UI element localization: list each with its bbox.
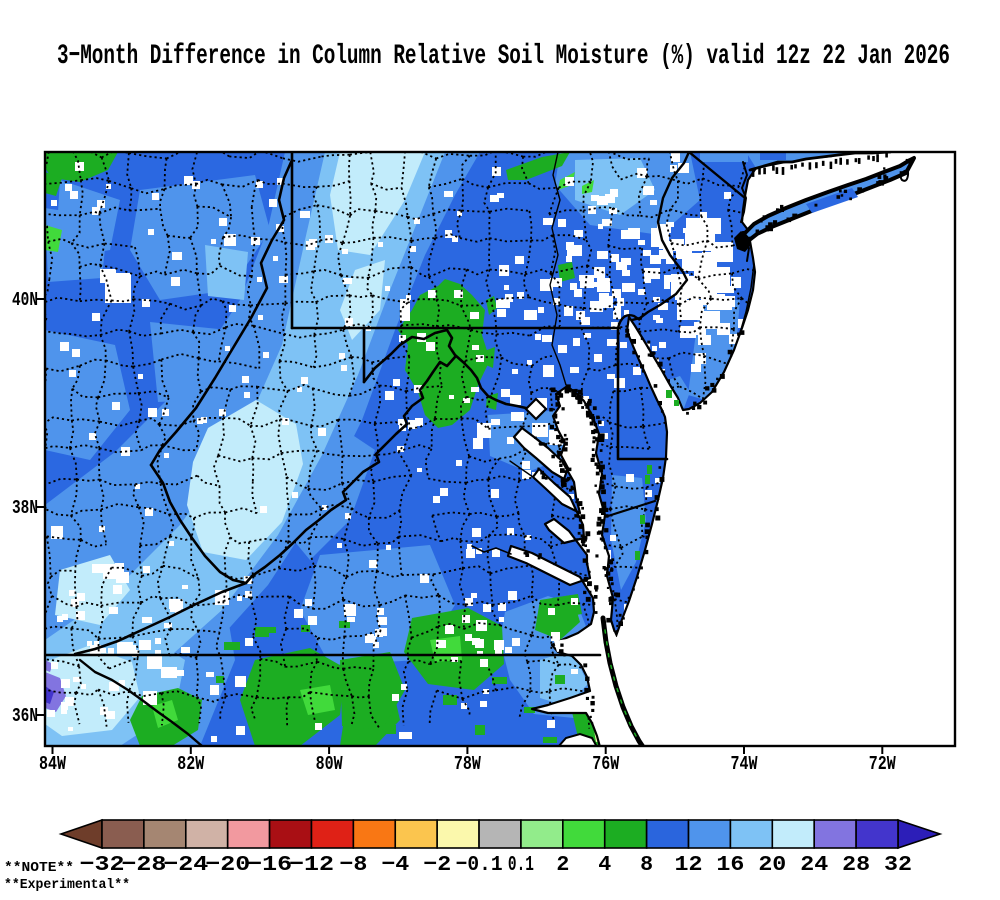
svg-text:80W: 80W — [316, 754, 344, 776]
svg-text:0.1: 0.1 — [508, 853, 534, 877]
svg-text:−24: −24 — [163, 853, 208, 877]
svg-text:76W: 76W — [592, 754, 620, 776]
svg-text:74W: 74W — [731, 754, 759, 776]
svg-text:−8: −8 — [339, 853, 367, 877]
svg-text:3−Month Difference in Column R: 3−Month Difference in Column Relative So… — [57, 41, 950, 72]
svg-text:40N: 40N — [12, 290, 38, 312]
svg-text:8: 8 — [640, 853, 653, 877]
svg-text:4: 4 — [598, 853, 611, 877]
svg-text:38N: 38N — [12, 498, 38, 520]
svg-text:24: 24 — [800, 853, 828, 877]
svg-text:−16: −16 — [247, 853, 292, 877]
svg-text:2: 2 — [556, 853, 569, 877]
svg-text:20: 20 — [758, 853, 786, 877]
svg-text:28: 28 — [842, 853, 870, 877]
svg-text:12: 12 — [675, 853, 703, 877]
svg-text:−2: −2 — [423, 853, 451, 877]
svg-text:32: 32 — [884, 853, 912, 877]
svg-text:**NOTE**: **NOTE** — [4, 860, 74, 876]
svg-text:**Experimental**: **Experimental** — [4, 877, 130, 893]
svg-text:−4: −4 — [381, 853, 409, 877]
svg-text:82W: 82W — [177, 754, 205, 776]
svg-text:−12: −12 — [289, 853, 334, 877]
svg-text:78W: 78W — [454, 754, 482, 776]
svg-text:36N: 36N — [12, 706, 38, 728]
svg-text:16: 16 — [716, 853, 744, 877]
svg-text:−20: −20 — [205, 853, 250, 877]
svg-text:−32: −32 — [80, 853, 125, 877]
svg-text:−28: −28 — [121, 853, 166, 877]
svg-text:84W: 84W — [39, 754, 67, 776]
svg-text:72W: 72W — [869, 754, 897, 776]
svg-text:−0.1: −0.1 — [456, 853, 503, 877]
